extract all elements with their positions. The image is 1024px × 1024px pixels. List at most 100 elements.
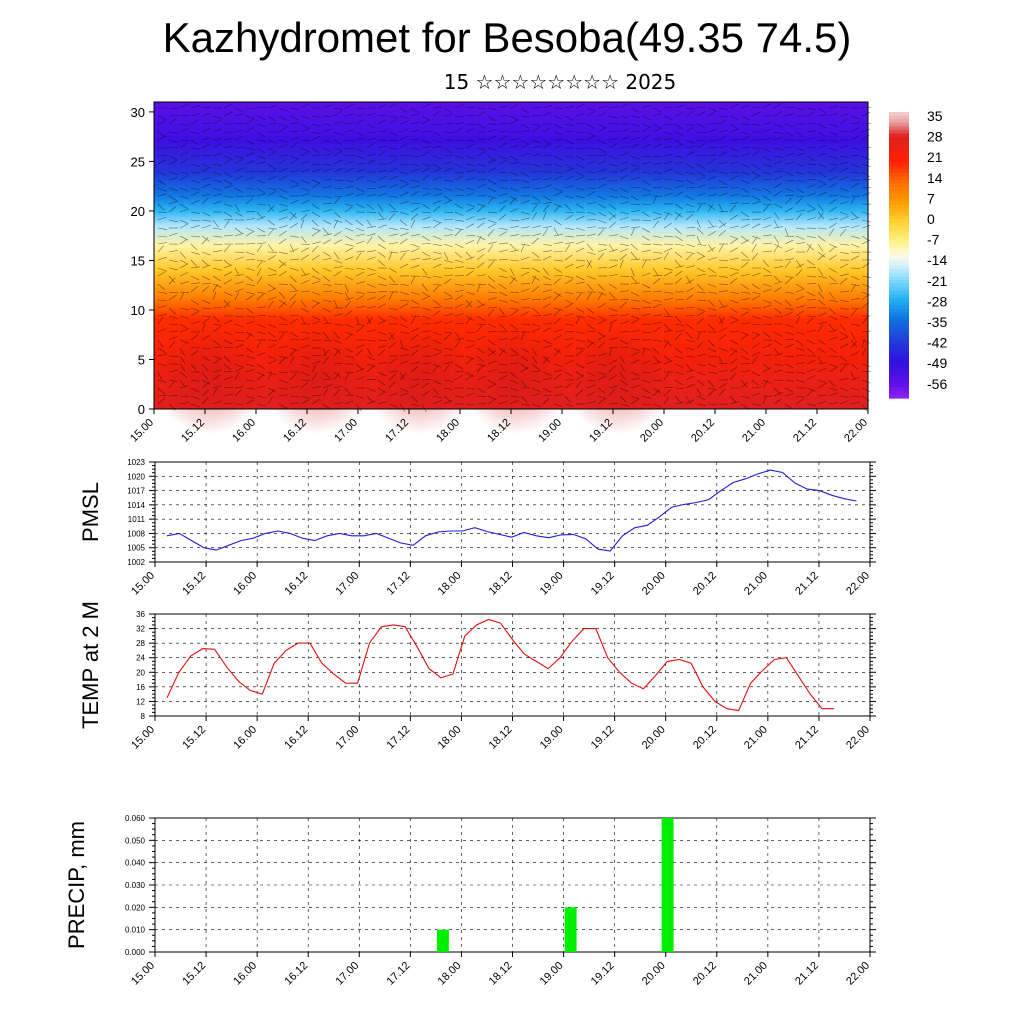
wind-barb [630,251,637,260]
wind-barb [861,128,871,133]
wind-barb [729,315,739,321]
colorbar-band [889,154,909,160]
y-tick-label: 1014 [127,501,145,510]
wind-barb [487,167,497,173]
wind-barb [333,371,342,378]
wind-barb [619,290,629,293]
wind-barb [212,219,219,228]
wind-barb [531,323,541,327]
wind-barb [674,185,684,189]
wind-barb [410,379,421,381]
wind-barb [795,371,805,374]
wind-barb [652,368,662,373]
wind-barb [245,369,255,373]
wind-barb [201,167,210,173]
wind-barb [784,277,793,285]
wind-barb [575,163,585,169]
wind-barb [289,395,299,398]
wind-barb [432,110,441,117]
wind-barb [410,219,416,229]
wind-barb [190,171,200,174]
wind-barb [333,150,342,157]
wind-barb [311,227,321,232]
wind-barb [707,110,716,117]
wind-barb [179,151,189,157]
wind-barb [487,275,495,283]
wind-barb [157,171,167,176]
wind-barb [696,163,705,169]
y-tick-label: 0.020 [125,903,146,912]
wind-barb [476,274,486,277]
wind-barb [223,347,234,349]
wind-barb [476,178,487,181]
wind-barb [234,129,244,133]
wind-barb [718,315,724,325]
wind-barb [696,123,706,128]
wind-barb [157,179,166,186]
wind-barb [520,226,530,229]
wind-barb [355,240,365,245]
wind-barb [234,288,244,293]
wind-barb [762,283,772,287]
wind-barb [762,187,771,193]
x-tick-label: 16.12 [282,960,310,988]
wind-barb [740,370,750,373]
wind-barb [487,187,497,192]
wind-barb [740,179,750,184]
wind-barb [476,283,481,293]
wind-barb [267,371,277,376]
wind-barb [454,171,464,174]
wind-barb [498,363,508,366]
wind-barb [652,275,663,277]
wind-barb [828,123,838,127]
wind-barb [773,331,782,337]
wind-barb [564,331,575,333]
precip-bar [436,929,449,952]
wind-barb [597,160,607,165]
wind-barb [344,256,354,261]
wind-barb [234,331,245,333]
wind-barb [399,163,410,165]
wind-barb [663,271,673,277]
wind-barb [553,131,563,135]
wind-barb [762,354,772,357]
wind-barb [784,299,792,307]
wind-barb [773,103,782,109]
wind-barb [421,258,431,261]
wind-barb [289,122,299,125]
wind-barb [553,205,561,213]
wind-barb [432,235,442,240]
wind-barb [696,143,706,149]
wind-barb [608,385,618,389]
wind-barb [355,315,360,325]
wind-barb [168,187,178,192]
wind-barb [806,178,817,181]
wind-barb [223,158,232,165]
wind-barb [311,115,321,118]
wind-barb [828,198,837,205]
wind-barb [212,374,221,381]
wind-barb [344,347,354,353]
wind-barb [828,112,838,117]
wind-barb [388,147,398,150]
x-tick-label: 20.00 [640,960,668,988]
wind-barb [289,331,298,338]
wind-barb [377,139,388,141]
wind-barb [366,137,376,141]
wind-barb [553,334,562,341]
wind-barb [817,362,827,365]
wind-barb [344,297,354,301]
wind-barb [861,330,871,333]
wind-barb [454,338,464,341]
wind-barb [245,227,255,232]
wind-barb [784,162,794,165]
wind-barb [729,247,739,253]
wind-barb [685,243,695,248]
wind-barb [168,195,177,201]
precip-bar [564,907,577,952]
wind-barb [399,403,406,412]
wind-barb [751,323,761,326]
wind-barb [586,360,596,365]
wind-barb [300,147,310,152]
wind-barb [784,379,794,382]
